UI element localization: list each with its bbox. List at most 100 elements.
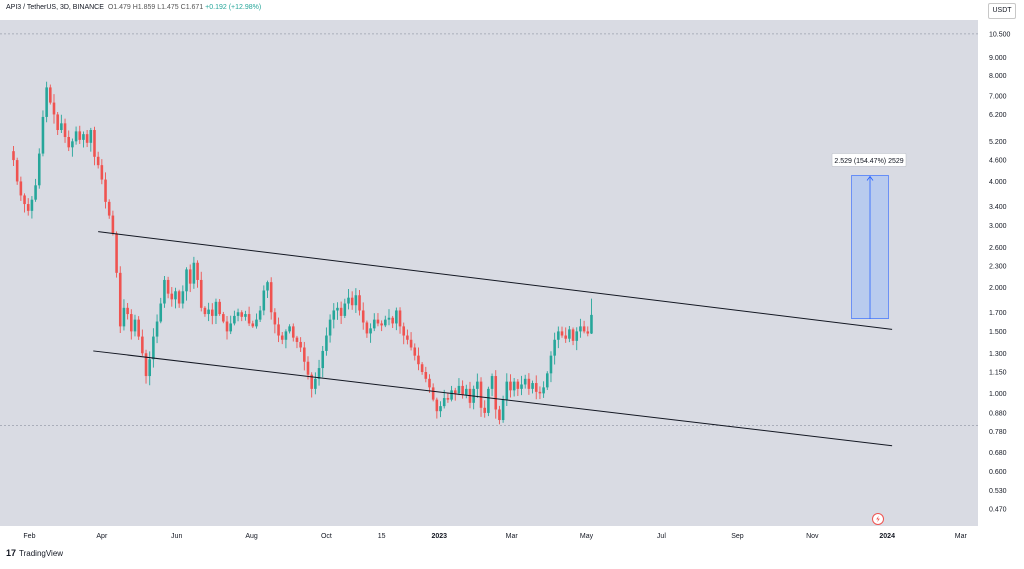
candle-body: [262, 290, 266, 311]
candle-body: [538, 391, 542, 394]
price-tick-label: 1.500: [989, 329, 1007, 336]
candle-body: [181, 291, 185, 304]
candle-body: [465, 388, 468, 395]
price-tick-label: 0.600: [989, 469, 1007, 476]
tradingview-mark-icon: 17: [6, 548, 17, 558]
currency-button[interactable]: USDT: [988, 3, 1016, 19]
time-tick-label: Mar: [955, 533, 968, 540]
candle-body: [560, 331, 564, 336]
change-value: +0.192 (+12.98%): [205, 4, 262, 11]
price-tick-label: 6.200: [989, 112, 1007, 119]
time-tick-label: Mar: [506, 533, 519, 540]
candle-body: [505, 381, 509, 400]
candle-body: [159, 303, 163, 322]
candle-body: [339, 307, 343, 316]
candle-body: [380, 323, 383, 326]
time-tick-label: Jun: [171, 533, 182, 540]
high-value: H1.859: [132, 4, 156, 11]
open-value: O1.479: [107, 4, 131, 11]
price-tick-label: 3.000: [989, 223, 1007, 230]
candle-body: [361, 310, 365, 323]
candle-body: [240, 312, 244, 317]
candle-body: [534, 383, 538, 392]
candle-body: [148, 359, 151, 377]
candle-body: [185, 269, 188, 292]
price-tick-label: 4.000: [989, 179, 1007, 186]
candle-body: [233, 315, 236, 324]
time-tick-label: Aug: [245, 533, 258, 540]
time-tick-label: Nov: [806, 533, 819, 540]
candle-body: [579, 326, 582, 332]
time-tick-label: 15: [378, 533, 386, 540]
event-flag-icon[interactable]: [872, 513, 884, 525]
candle-body: [211, 309, 214, 316]
price-tick-label: 1.150: [989, 370, 1007, 377]
price-tick-label: 0.880: [989, 410, 1007, 417]
candle-body: [273, 312, 277, 325]
candle-body: [391, 317, 394, 324]
candle-body: [93, 130, 96, 157]
candle-body: [45, 87, 48, 117]
candle-body: [343, 303, 347, 316]
price-axis-background: [978, 0, 1024, 526]
candle-body: [350, 297, 354, 306]
candle-body: [347, 297, 350, 304]
candle-body: [372, 319, 376, 329]
candle-body: [406, 335, 409, 340]
candle-body: [424, 372, 428, 379]
price-tick-label: 2.300: [989, 264, 1007, 271]
price-tick-label: 0.680: [989, 450, 1007, 457]
candle-body: [100, 165, 104, 180]
candle-body: [137, 319, 140, 337]
candle-body: [60, 123, 63, 131]
candle-body: [395, 310, 398, 324]
candle-body: [321, 350, 325, 369]
candle-body: [586, 331, 590, 334]
candle-body: [439, 406, 442, 412]
candle-body: [516, 381, 520, 389]
candle-body: [225, 321, 229, 332]
candle-body: [542, 387, 545, 394]
candle-body: [571, 329, 575, 341]
symbol-title[interactable]: API3 / TetherUS, 3D, BINANCE: [6, 4, 104, 11]
time-tick-label: Feb: [23, 533, 35, 540]
candle-body: [67, 136, 71, 148]
candle-body: [130, 314, 133, 332]
price-tick-label: 1.700: [989, 310, 1007, 317]
candle-body: [244, 314, 247, 317]
candle-body: [188, 269, 192, 284]
candle-body: [531, 383, 534, 389]
candle-body: [71, 141, 74, 148]
tradingview-wordmark: TradingView: [19, 548, 64, 558]
candle-body: [450, 390, 453, 400]
candle-body: [251, 323, 255, 327]
tradingview-logo[interactable]: 17 TradingView: [6, 548, 63, 558]
candle-body: [63, 123, 67, 137]
candle-body: [166, 279, 170, 294]
price-tick-label: 4.600: [989, 158, 1007, 165]
price-tick-label: 9.000: [989, 55, 1007, 62]
candle-body: [498, 409, 501, 421]
candle-body: [568, 329, 571, 339]
candle-body: [490, 376, 494, 389]
candle-body: [582, 326, 586, 332]
price-tick-label: 5.200: [989, 139, 1007, 146]
candle-body: [52, 102, 56, 115]
candle-body: [431, 387, 435, 400]
candle-body: [354, 295, 358, 306]
candle-body: [269, 282, 273, 313]
time-tick-label: Jul: [657, 533, 666, 540]
candle-body: [34, 185, 37, 200]
candle-body: [229, 323, 232, 332]
candle-body: [89, 130, 93, 143]
candle-body: [247, 314, 251, 324]
candle-body: [163, 279, 166, 304]
candle-body: [266, 282, 269, 291]
candle-body: [295, 337, 299, 342]
candle-body: [564, 335, 567, 339]
time-tick-label: 2023: [432, 533, 448, 540]
price-tick-label: 7.000: [989, 93, 1007, 100]
candle-body: [291, 326, 295, 338]
